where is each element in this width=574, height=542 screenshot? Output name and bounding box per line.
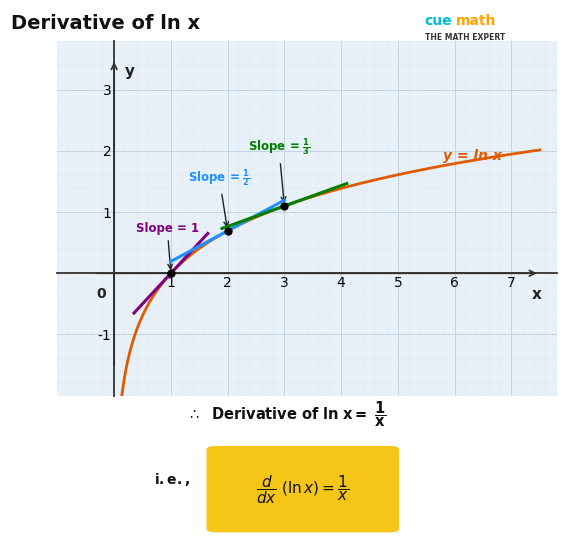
Text: y = ln x: y = ln x [443, 149, 502, 163]
Text: THE MATH EXPERT: THE MATH EXPERT [425, 33, 505, 42]
Text: y: y [125, 64, 134, 79]
Text: $\therefore$  $\mathbf{Derivative\ of\ ln\ x =}$ $\mathbf{\dfrac{1}{x}}$: $\therefore$ $\mathbf{Derivative\ of\ ln… [187, 400, 387, 429]
FancyBboxPatch shape [207, 446, 399, 532]
Text: x: x [532, 287, 542, 302]
Text: 0: 0 [97, 287, 106, 301]
Text: $\mathbf{i.e.,}$: $\mathbf{i.e.,}$ [154, 471, 190, 488]
Text: Derivative of ln x: Derivative of ln x [11, 14, 200, 33]
Text: $\dfrac{d}{dx}\ (\ln x) = \dfrac{1}{x}$: $\dfrac{d}{dx}\ (\ln x) = \dfrac{1}{x}$ [256, 473, 350, 506]
Text: math: math [456, 14, 497, 28]
Text: Slope = $\mathbf{\frac{1}{2}}$: Slope = $\mathbf{\frac{1}{2}}$ [188, 167, 251, 227]
Text: cue: cue [425, 14, 452, 28]
Text: Slope = 1: Slope = 1 [135, 222, 199, 269]
Text: Slope = $\mathbf{\frac{1}{3}}$: Slope = $\mathbf{\frac{1}{3}}$ [247, 137, 310, 202]
